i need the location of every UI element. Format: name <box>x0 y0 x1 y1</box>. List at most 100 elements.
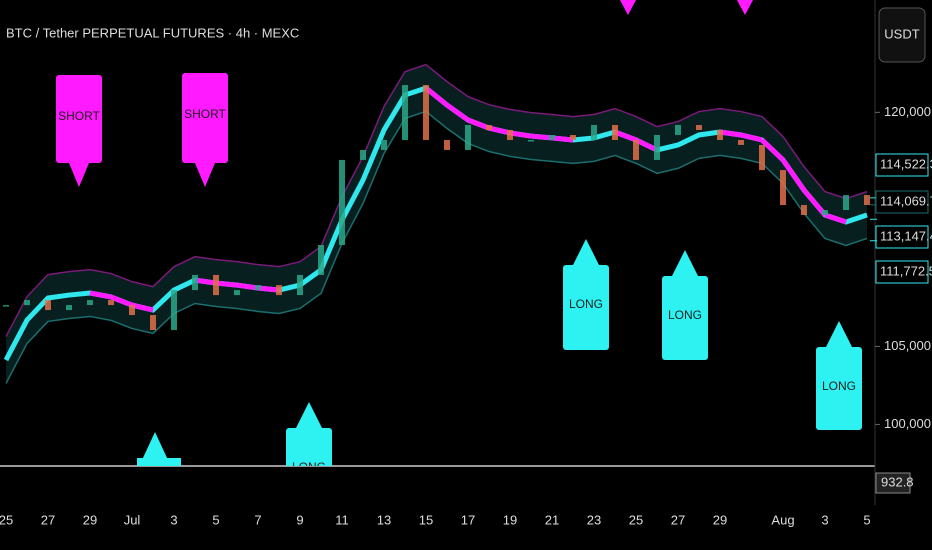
x-tick-label: 3 <box>170 512 177 527</box>
cut-signal-box <box>137 458 181 466</box>
center-line-down <box>824 212 847 225</box>
signal-label: LONG <box>292 460 326 474</box>
volume-label: 932.8 <box>881 474 914 489</box>
currency-button-label[interactable]: USDT <box>884 26 919 41</box>
candle <box>654 134 660 160</box>
signal-box <box>816 347 862 430</box>
center-line-down <box>530 133 553 141</box>
candle <box>213 274 219 296</box>
candle <box>822 210 828 216</box>
center-line-down <box>551 135 574 143</box>
x-tick-label: 19 <box>503 512 517 527</box>
center-line-down <box>194 277 217 286</box>
x-tick-label: 25 <box>629 512 643 527</box>
center-line-down <box>634 137 659 153</box>
x-tick-label: 13 <box>377 512 391 527</box>
candle <box>465 124 471 150</box>
candle <box>129 305 135 316</box>
candle <box>780 170 786 206</box>
center-line-down <box>719 129 742 138</box>
center-line-down <box>424 86 449 107</box>
center-line-down <box>215 280 238 288</box>
price-label: 114,069.7 <box>880 193 932 208</box>
x-tick-label: Aug <box>771 512 794 527</box>
center-line-down <box>740 132 763 143</box>
cut-signal-arrow <box>737 0 753 15</box>
center-line-down <box>614 129 637 143</box>
candle <box>801 205 807 216</box>
upper-band <box>5 63 868 337</box>
signal-arrow <box>826 321 852 347</box>
price-label: 113,147.4 <box>880 228 932 243</box>
signal-arrow <box>195 163 215 187</box>
candle <box>759 144 765 171</box>
center-line-down <box>760 138 785 162</box>
x-tick-label: 29 <box>83 512 97 527</box>
candle <box>171 290 177 331</box>
candle <box>486 124 492 130</box>
cut-signal-arrow <box>142 432 168 460</box>
candle <box>318 244 324 275</box>
signal: LONG <box>662 250 708 360</box>
signal-label: SHORT <box>184 107 226 121</box>
candle <box>255 285 261 291</box>
signal-arrow <box>296 402 322 428</box>
x-tick-label: 15 <box>419 512 433 527</box>
candle <box>570 134 576 140</box>
candle <box>633 139 639 160</box>
candle <box>87 300 93 306</box>
x-tick-label: 9 <box>296 512 303 527</box>
signal: LONG <box>286 402 332 474</box>
center-line-down <box>509 130 532 139</box>
price-label-box <box>875 225 929 249</box>
candle <box>192 274 198 291</box>
y-tick-label: 120,000.0 <box>884 104 932 119</box>
candle <box>444 139 450 150</box>
candle <box>45 300 51 311</box>
x-tick-label: 23 <box>587 512 601 527</box>
price-label-box <box>875 190 929 214</box>
candle <box>150 315 156 331</box>
candle <box>591 124 597 140</box>
signal: SHORT <box>182 73 228 187</box>
price-pane <box>3 63 870 384</box>
chart-title: BTC / Tether PERPETUAL FUTURES · 4h · ME… <box>6 25 299 40</box>
signal-arrow <box>573 239 599 265</box>
cut-signal-arrow <box>620 0 636 15</box>
signal-box <box>662 276 708 360</box>
candle <box>528 139 534 142</box>
center-line-down <box>236 282 259 291</box>
signal: LONG <box>563 239 609 350</box>
signal-label: SHORT <box>58 109 100 123</box>
candle <box>297 274 303 296</box>
signal: LONG <box>816 321 862 430</box>
candle <box>507 129 513 140</box>
candle <box>339 159 345 245</box>
candle <box>675 124 681 135</box>
currency-button[interactable] <box>878 7 926 63</box>
signal: SHORT <box>56 75 102 187</box>
volume-label-box <box>875 472 911 494</box>
band-fill <box>6 64 867 384</box>
candle <box>612 124 618 140</box>
y-tick-label: 105,000.0 <box>884 338 932 353</box>
candle <box>738 139 744 145</box>
candle <box>66 305 72 311</box>
center-line-down <box>131 302 154 313</box>
center-line-down <box>488 125 511 136</box>
signal-box <box>182 73 228 163</box>
x-tick-label: 5 <box>863 512 870 527</box>
candle <box>696 124 702 130</box>
x-tick-label: 5 <box>212 512 219 527</box>
candle <box>381 139 387 150</box>
price-label: 111,772.5 <box>880 263 932 278</box>
x-tick-label: 21 <box>545 512 559 527</box>
x-tick-label: 17 <box>461 512 475 527</box>
candle <box>108 300 114 306</box>
center-line-down <box>89 290 112 300</box>
signal-label: LONG <box>569 297 603 311</box>
price-label: 114,522.3 <box>880 156 932 171</box>
center-line-down <box>467 117 490 131</box>
